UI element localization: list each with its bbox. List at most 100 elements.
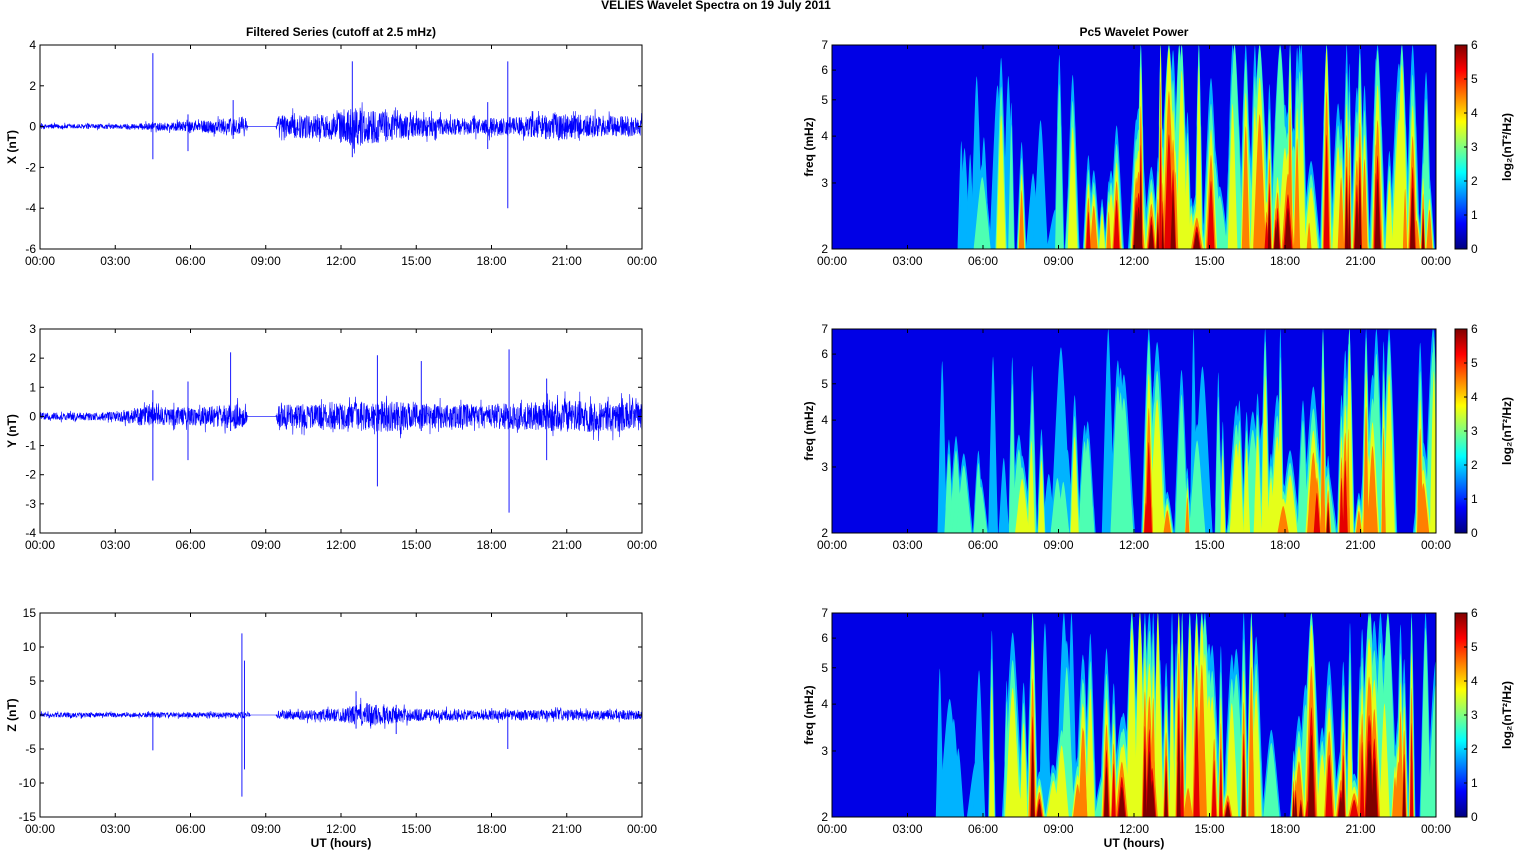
wavelet-z-ytick-label: 7 bbox=[821, 606, 828, 620]
wavelet-z-power-contour bbox=[1409, 723, 1414, 817]
wavelet-z-power-contour bbox=[1294, 796, 1297, 817]
series-z-xtick-label: 00:00 bbox=[627, 822, 657, 836]
wavelet-y-power-contour bbox=[1080, 438, 1095, 533]
wavelet-x-power-contour bbox=[1018, 190, 1025, 249]
wavelet-z-power-contour bbox=[1341, 770, 1345, 817]
wavelet-y-power-contour bbox=[1277, 388, 1284, 533]
wavelet-z-power-contour bbox=[1347, 681, 1353, 817]
wavelet-y-power-contour bbox=[1114, 398, 1134, 533]
series-x-xtick-label: 00:00 bbox=[25, 254, 55, 268]
wavelet-y-power-contour bbox=[1145, 442, 1152, 533]
series-y-ytick-label: -3 bbox=[25, 497, 36, 511]
series-x-trace bbox=[40, 102, 642, 154]
wavelet-z-xtick-label: 00:00 bbox=[1421, 822, 1451, 836]
wavelet-y-power-contour bbox=[1235, 440, 1244, 533]
wavelet-x-power-contour bbox=[1421, 218, 1425, 249]
wavelet-y-colorbar-tick-label: 2 bbox=[1471, 458, 1478, 472]
wavelet-z-power-contour bbox=[1111, 763, 1116, 817]
wavelet-z-power-contour bbox=[1104, 766, 1109, 817]
wavelet-y-power-contour bbox=[1038, 460, 1045, 533]
series-z-ylabel: Z (nT) bbox=[5, 698, 19, 731]
series-x-xtick-label: 15:00 bbox=[401, 254, 431, 268]
wavelet-z-ytick-label: 5 bbox=[821, 661, 828, 675]
wavelet-y-power-contour bbox=[1355, 510, 1362, 533]
series-z-ytick-label: 15 bbox=[23, 606, 37, 620]
series-z-ytick-label: 10 bbox=[23, 640, 37, 654]
wavelet-x-heatmap bbox=[832, 45, 1436, 249]
series-y-plot-area bbox=[40, 329, 642, 533]
series-y-ytick-label: -2 bbox=[25, 468, 36, 482]
wavelet-z-power-contour bbox=[989, 686, 995, 817]
series-y-xtick-label: 15:00 bbox=[401, 538, 431, 552]
wavelet-z-power-contour bbox=[1143, 748, 1147, 817]
wavelet-x-power-contour bbox=[1358, 179, 1362, 249]
series-y-ytick-label: 0 bbox=[29, 409, 36, 423]
series-z-xtick-label: 21:00 bbox=[552, 822, 582, 836]
wavelet-z-power-contour bbox=[1169, 674, 1175, 817]
wavelet-y-power-contour bbox=[1320, 402, 1326, 533]
wavelet-x-ytick-label: 6 bbox=[821, 63, 828, 77]
wavelet-x-colorbar-tick-label: 2 bbox=[1471, 174, 1478, 188]
series-z-xtick-label: 06:00 bbox=[175, 822, 205, 836]
wavelet-x-xtick-label: 21:00 bbox=[1345, 254, 1375, 268]
wavelet-x-power-contour bbox=[1193, 231, 1201, 249]
series-x-xtick-label: 21:00 bbox=[552, 254, 582, 268]
wavelet-x-power-contour bbox=[1089, 205, 1098, 249]
wavelet-z-power-contour bbox=[1054, 745, 1069, 817]
wavelet-z-ytick-label: 3 bbox=[821, 744, 828, 758]
series-z-xtick-label: 18:00 bbox=[476, 822, 506, 836]
wavelet-z-power-contour bbox=[1183, 787, 1193, 817]
series-z-xtick-label: 03:00 bbox=[100, 822, 130, 836]
wavelet-z-xtick-label: 18:00 bbox=[1270, 822, 1300, 836]
wavelet-x-power-contour bbox=[1402, 188, 1408, 249]
wavelet-y-xtick-label: 21:00 bbox=[1345, 538, 1375, 552]
wavelet-z-colorbar-tick-label: 1 bbox=[1471, 776, 1478, 790]
wavelet-z-power-contour bbox=[1118, 786, 1126, 817]
wavelet-z-power-contour bbox=[972, 670, 986, 817]
wavelet-x-ytick-label: 4 bbox=[821, 129, 828, 143]
wavelet-y-power-contour bbox=[1188, 440, 1206, 533]
wavelet-x-colorbar-tick-label: 3 bbox=[1471, 140, 1478, 154]
wavelet-y-power-contour bbox=[1282, 475, 1298, 533]
wavelet-y-power-contour bbox=[1346, 428, 1351, 533]
wavelet-x-power-contour bbox=[1099, 213, 1106, 249]
wavelet-z-power-contour bbox=[1349, 799, 1359, 817]
wavelet-z-power-contour bbox=[1126, 628, 1138, 817]
wavelet-y-power-contour bbox=[1220, 455, 1226, 533]
wavelet-z-xtick-label: 03:00 bbox=[892, 822, 922, 836]
wavelet-z-power-contour bbox=[1225, 703, 1239, 817]
wavelet-y-ytick-label: 7 bbox=[821, 322, 828, 336]
wavelet-z-power-contour bbox=[1420, 627, 1431, 817]
wavelet-z-xtick-label: 21:00 bbox=[1345, 822, 1375, 836]
series-z-ytick-label: 0 bbox=[29, 708, 36, 722]
wavelet-x-power-contour bbox=[1067, 127, 1078, 249]
series-x-ytick-label: 2 bbox=[29, 79, 36, 93]
wavelet-z-xtick-label: 00:00 bbox=[817, 822, 847, 836]
series-x-xtick-label: 03:00 bbox=[100, 254, 130, 268]
wavelet-y-power-contour bbox=[1027, 440, 1035, 533]
wavelet-z-power-contour bbox=[1379, 703, 1390, 817]
wavelet-x-power-contour bbox=[1207, 180, 1215, 249]
wavelet-z-xtick-label: 06:00 bbox=[968, 822, 998, 836]
wavelet-y-xtick-label: 09:00 bbox=[1043, 538, 1073, 552]
figure-title: VELIES Wavelet Spectra on 19 July 2011 bbox=[601, 0, 831, 12]
wavelet-y-power-contour bbox=[1326, 509, 1330, 533]
wavelet-y-power-contour bbox=[1383, 373, 1395, 533]
wavelet-z-power-contour bbox=[1225, 805, 1231, 817]
wavelet-y-ytick-label: 5 bbox=[821, 377, 828, 391]
wavelet-y-power-contour bbox=[956, 465, 972, 533]
wavelet-z-ylabel: freq (mHz) bbox=[802, 685, 816, 744]
wavelet-x-power-contour bbox=[1275, 218, 1280, 249]
wavelet-x-xtick-label: 06:00 bbox=[968, 254, 998, 268]
wavelet-z-power-contour bbox=[952, 748, 965, 817]
series-z-ytick-label: -5 bbox=[25, 742, 36, 756]
series-z-xtick-label: 15:00 bbox=[401, 822, 431, 836]
wavelet-z-power-contour bbox=[1292, 797, 1295, 817]
wavelet-y-colorbar-tick-label: 5 bbox=[1471, 356, 1478, 370]
wavelet-y-power-contour bbox=[1417, 483, 1430, 533]
wavelet-x-colorbar-tick-label: 6 bbox=[1471, 38, 1478, 52]
wavelet-x-power-contour bbox=[1195, 66, 1203, 249]
wavelet-y-power-contour bbox=[1429, 371, 1436, 533]
wavelet-z-power-contour bbox=[1038, 623, 1052, 817]
wavelet-z-colorbar-tick-label: 3 bbox=[1471, 708, 1478, 722]
